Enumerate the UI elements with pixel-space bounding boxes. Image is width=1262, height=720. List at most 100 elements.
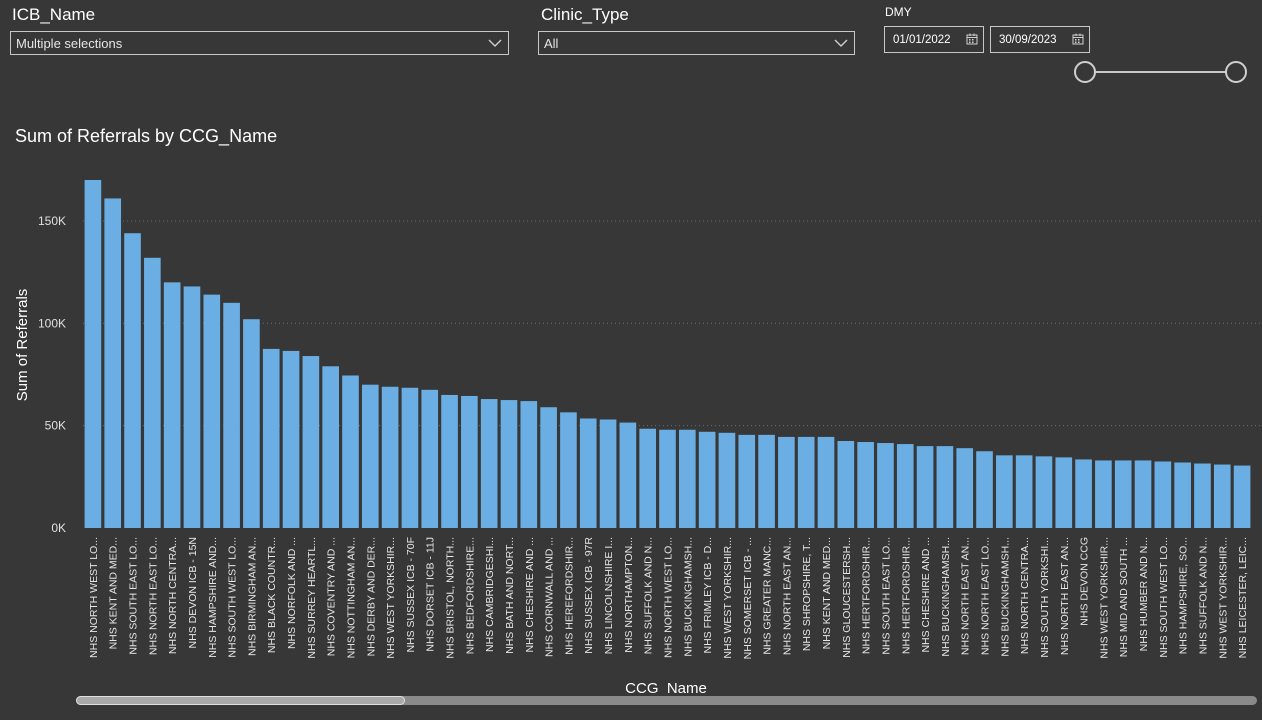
date-range-slider-track[interactable] — [1086, 71, 1236, 73]
x-tick-label: NHS BUCKINGHAMSH... — [940, 537, 952, 657]
x-tick-label: NHS COVENTRY AND ... — [326, 537, 338, 656]
icb-name-dropdown[interactable]: Multiple selections — [10, 31, 509, 55]
bar[interactable] — [837, 441, 855, 528]
bar[interactable] — [84, 180, 102, 528]
bar[interactable] — [639, 428, 657, 528]
x-tick-label: NHS NORTH EAST LO... — [980, 537, 992, 655]
bar[interactable] — [599, 419, 617, 528]
horizontal-scrollbar-thumb[interactable] — [76, 696, 405, 705]
clinic-type-slicer-title: Clinic_Type — [541, 5, 629, 24]
x-tick-label: NHS LEICESTER, LEIC... — [1237, 537, 1249, 658]
bar[interactable] — [1075, 459, 1092, 528]
bar[interactable] — [1194, 463, 1211, 528]
x-tick-label: NHS KENT AND MED... — [108, 537, 120, 649]
bar[interactable] — [401, 387, 419, 528]
bar[interactable] — [243, 319, 260, 528]
horizontal-scrollbar-track[interactable] — [76, 696, 1257, 705]
chevron-down-icon — [488, 39, 502, 47]
bar[interactable] — [916, 446, 934, 528]
bar[interactable] — [857, 442, 874, 528]
bar[interactable] — [1055, 457, 1073, 528]
bar[interactable] — [758, 434, 775, 528]
icb-name-dropdown-value: Multiple selections — [16, 35, 123, 51]
bar[interactable] — [1174, 462, 1191, 528]
bar[interactable] — [718, 432, 736, 528]
bar[interactable] — [342, 375, 359, 528]
bar[interactable] — [659, 429, 676, 528]
bar[interactable] — [1154, 461, 1172, 528]
end-date-value: 30/09/2023 — [999, 33, 1057, 46]
bar[interactable] — [104, 198, 122, 528]
calendar-icon[interactable] — [966, 33, 978, 45]
bar[interactable] — [817, 436, 835, 528]
x-tick-label: NHS NORTH EAST AN... — [781, 537, 793, 655]
bar[interactable] — [322, 366, 339, 528]
bar[interactable] — [500, 400, 518, 528]
bar[interactable] — [282, 350, 300, 528]
x-tick-label: NHS LINCOLNSHIRE I... — [603, 537, 615, 654]
bar[interactable] — [1114, 460, 1132, 528]
bar[interactable] — [183, 286, 201, 528]
bar[interactable] — [936, 446, 954, 528]
date-range-start-handle[interactable] — [1074, 61, 1096, 83]
bar[interactable] — [540, 407, 557, 528]
bar[interactable] — [381, 386, 399, 528]
bar[interactable] — [441, 394, 458, 528]
bar[interactable] — [619, 422, 637, 528]
bar[interactable] — [520, 401, 538, 528]
start-date-input[interactable]: 01/01/2022 — [884, 26, 984, 53]
x-tick-label: NHS HERTFORDSHIR... — [861, 537, 873, 654]
end-date-input[interactable]: 30/09/2023 — [990, 26, 1090, 53]
bar[interactable] — [579, 418, 597, 528]
bar[interactable] — [738, 434, 756, 528]
bar[interactable] — [203, 294, 221, 528]
x-tick-label: NHS NORTH CENTRA... — [167, 537, 179, 654]
bar[interactable] — [262, 348, 280, 528]
bar[interactable] — [698, 431, 716, 528]
x-tick-label: NHS BRISTOL, NORTH... — [445, 537, 457, 659]
bar[interactable] — [1233, 465, 1251, 528]
x-tick-label: NHS SOUTH WEST LO... — [227, 537, 239, 658]
bar[interactable] — [956, 448, 974, 528]
x-tick-label: NHS BEDFORDSHIRE... — [464, 537, 476, 654]
x-tick-label: NHS CHESHIRE AND ... — [524, 537, 536, 653]
x-tick-label: NHS BUCKINGHAMSH... — [999, 537, 1011, 657]
bar[interactable] — [223, 302, 240, 528]
x-tick-label: NHS BIRMINGHAM AN... — [246, 537, 258, 656]
x-tick-label: NHS HERTFORDSHIR... — [900, 537, 912, 654]
bar[interactable] — [560, 412, 577, 528]
x-tick-label: NHS HAMPSHIRE, SO... — [1178, 537, 1190, 654]
bar[interactable] — [144, 257, 161, 528]
bar[interactable] — [797, 436, 815, 528]
bar[interactable] — [302, 356, 320, 528]
x-tick-label: NHS NORFOLK AND ... — [286, 537, 298, 649]
bar[interactable] — [421, 389, 439, 528]
bar[interactable] — [163, 282, 181, 528]
date-range-end-handle[interactable] — [1225, 61, 1247, 83]
x-tick-label: NHS HAMPSHIRE AND... — [207, 537, 219, 658]
bar[interactable] — [124, 233, 141, 529]
x-tick-label: NHS NORTH CENTRA... — [1019, 537, 1031, 654]
clinic-type-dropdown[interactable]: All — [538, 31, 855, 55]
bar[interactable] — [678, 429, 696, 528]
bar[interactable] — [1035, 456, 1053, 528]
bar[interactable] — [877, 443, 894, 528]
x-tick-label: NHS SUSSEX ICB - 97R — [583, 537, 595, 654]
bar[interactable] — [361, 384, 379, 528]
bar[interactable] — [996, 455, 1013, 528]
x-tick-label: NHS WEST YORKSHIR... — [1217, 537, 1229, 659]
bar[interactable] — [778, 436, 795, 528]
bar[interactable] — [1015, 455, 1033, 528]
bar[interactable] — [976, 451, 993, 528]
bar[interactable] — [461, 395, 478, 528]
bar[interactable] — [1095, 460, 1112, 528]
bar[interactable] — [1213, 464, 1231, 528]
bar[interactable] — [1134, 460, 1152, 528]
start-date-value: 01/01/2022 — [893, 33, 951, 46]
bar[interactable] — [896, 444, 914, 528]
icb-name-slicer-title: ICB_Name — [12, 5, 96, 24]
x-tick-label: NHS CORNWALL AND ... — [544, 537, 556, 657]
x-tick-label: NHS GREATER MANC... — [762, 537, 774, 655]
bar[interactable] — [480, 399, 498, 528]
calendar-icon[interactable] — [1072, 33, 1084, 45]
